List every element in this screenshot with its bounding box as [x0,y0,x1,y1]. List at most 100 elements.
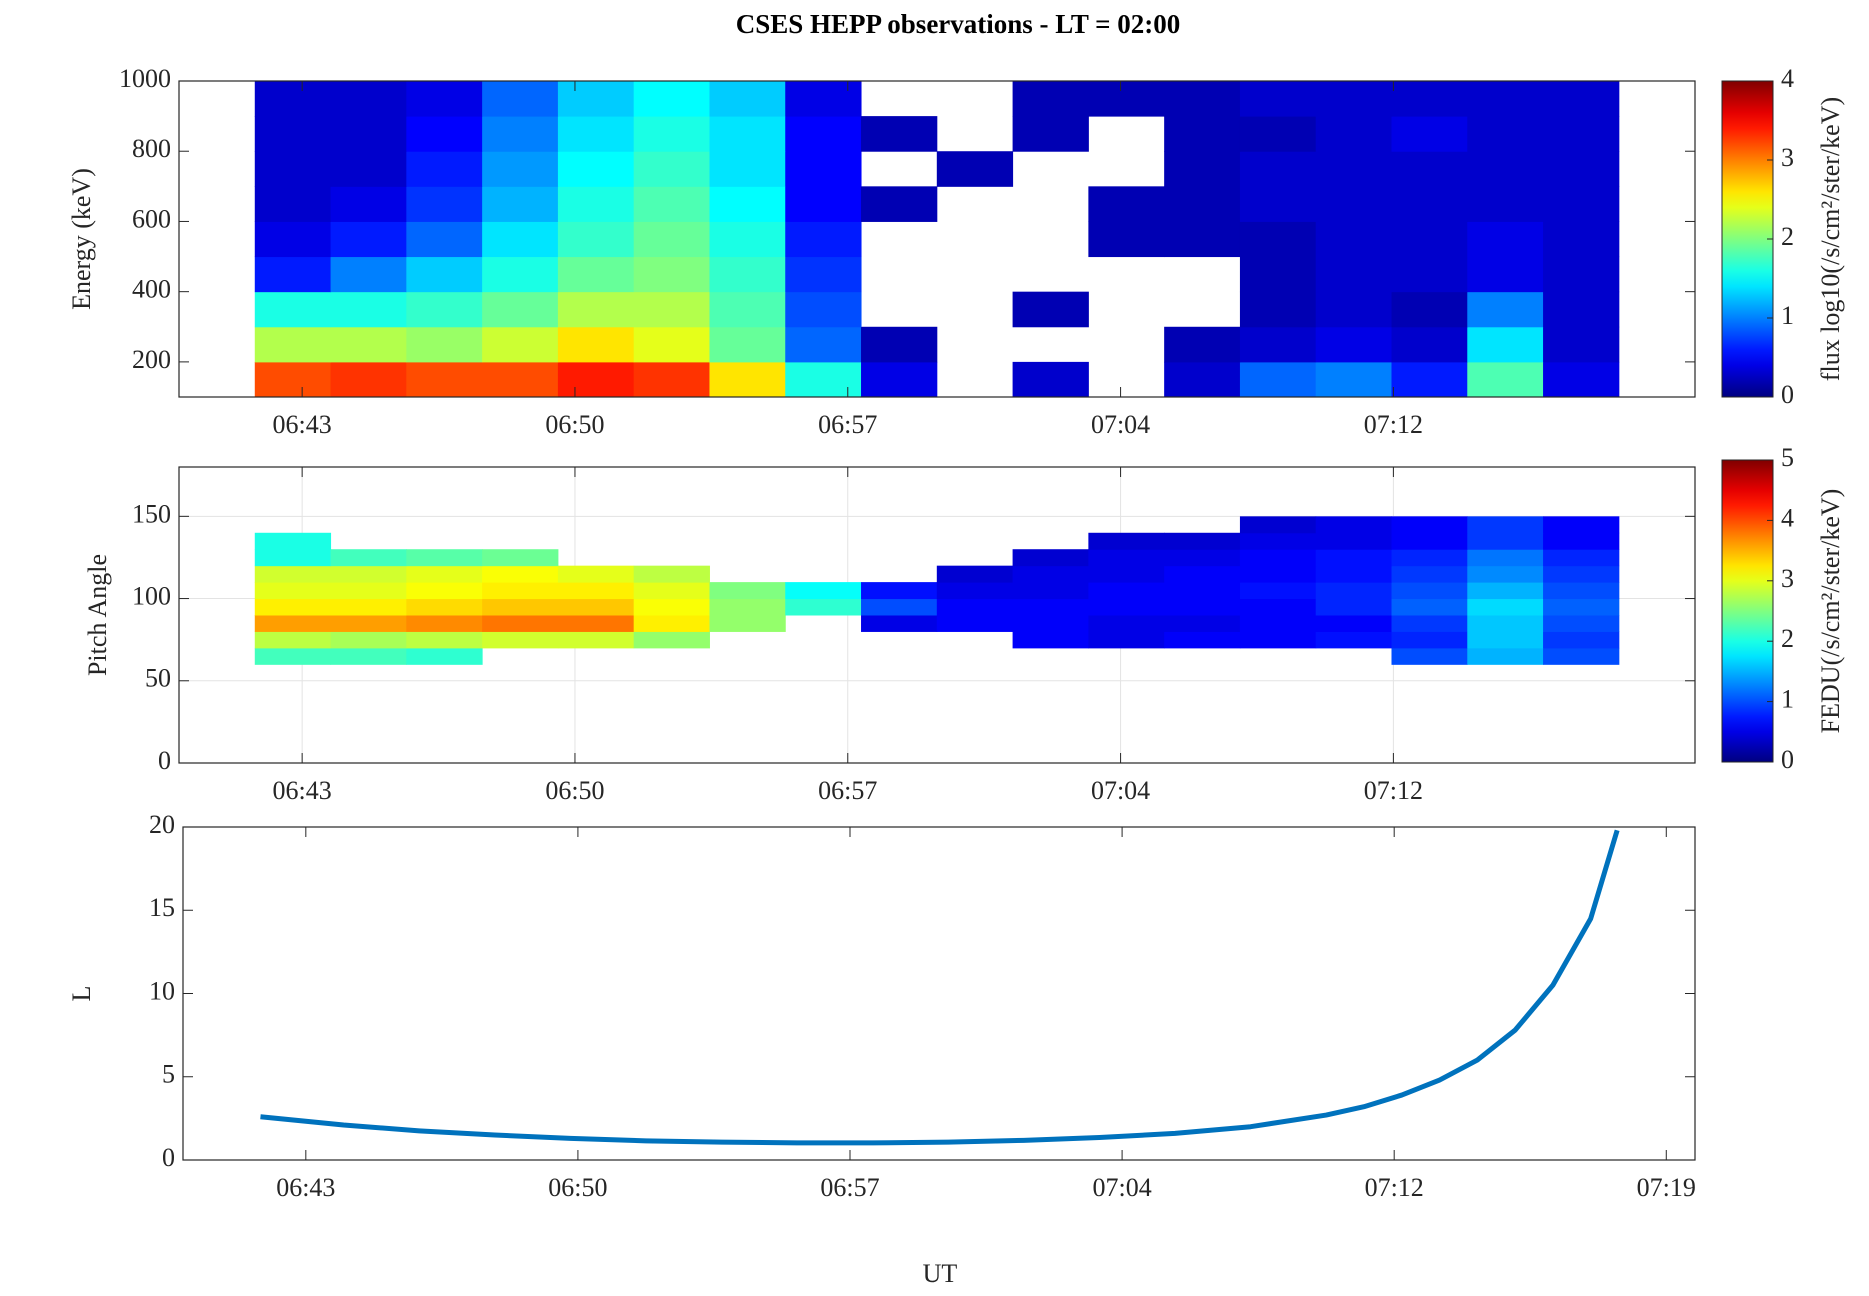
x-tick-label: 06:50 [548,1173,607,1202]
heatmap-cell [330,291,407,328]
heatmap-cell [1164,221,1241,258]
heatmap-cell [406,221,483,258]
heatmap-cell [936,598,1014,616]
colorbar-tick-label: 3 [1781,143,1794,172]
heatmap-cell [406,582,483,600]
heatmap-cell [1012,631,1089,649]
x-tick-label: 07:04 [1092,1173,1151,1202]
heatmap-cell [557,151,635,187]
heatmap-cell [330,256,407,293]
heatmap-cell [330,549,407,567]
heatmap-cell [1164,598,1241,616]
heatmap-cell [330,116,407,152]
heatmap-cell [1391,326,1468,363]
heatmap-cell [861,615,938,632]
heatmap-cell [861,326,938,363]
x-tick-label: 06:43 [273,410,332,439]
x-tick-label: 06:57 [818,410,877,439]
heatmap-cell [1543,151,1620,187]
heatmap-cell [709,81,786,117]
heatmap-cell [785,326,862,363]
y-axis-label: Energy (keV) [67,168,96,310]
heatmap-cell [1239,221,1317,258]
heatmap-cell [482,186,559,222]
heatmap-cell [785,151,862,187]
heatmap-cell [861,116,938,152]
heatmap-cell [633,582,710,600]
heatmap-cell [633,326,710,363]
heatmap-cell [1467,221,1544,258]
heatmap-cell [1467,186,1544,222]
heatmap-cell [1391,598,1468,616]
heatmap-cell [1239,516,1317,534]
heatmap-cell [709,186,786,222]
heatmap-cell [1543,81,1620,117]
heatmap-cell [254,151,332,187]
heatmap-cell [861,186,938,222]
y-axis-label: L [67,986,96,1002]
heatmap-cell [1315,326,1392,363]
heatmap-cell [1467,647,1544,665]
heatmap-cell [861,582,938,600]
heatmap-cell [633,81,710,117]
x-tick-label: 06:57 [818,776,877,805]
heatmap-cell [709,582,786,600]
x-tick-label: 06:57 [820,1173,879,1202]
heatmap-cell [1543,532,1620,550]
heatmap-cell [633,291,710,328]
heatmap-cell [254,582,332,600]
heatmap-cell [1239,291,1317,328]
y-tick-label: 400 [132,275,171,304]
heatmap-cell [1543,361,1620,397]
heatmap-cell [1239,116,1317,152]
y-tick-label: 200 [132,345,171,374]
heatmap-cell [254,291,332,328]
heatmap-cell [1239,326,1317,363]
heatmap-cell [482,565,559,583]
heatmap-cell [633,116,710,152]
colorbar-tick-label: 0 [1781,745,1794,774]
heatmap-cell [633,221,710,258]
heatmap-cell [406,256,483,293]
heatmap-cell [1239,186,1317,222]
heatmap-cell [482,598,559,616]
heatmap-cell [1164,186,1241,222]
heatmap-cell [482,631,559,649]
heatmap-cell [1315,565,1392,583]
heatmap-cell [1012,582,1089,600]
heatmap-cell [557,598,635,616]
heatmap-cell [330,361,407,397]
heatmap-cell [1012,291,1089,328]
heatmap-cell [1239,615,1317,632]
heatmap-cell [785,256,862,293]
heatmap-cell [1088,615,1165,632]
heatmap-cell [1239,631,1317,649]
heatmap-cell [254,598,332,616]
heatmap-cell [633,631,710,649]
heatmap-cell [330,326,407,363]
x-tick-label: 07:04 [1091,776,1150,805]
heatmap-cell [1315,598,1392,616]
axes-box [182,826,1696,1161]
heatmap-cell [1315,221,1392,258]
heatmap-cell [1239,532,1317,550]
heatmap-cell [482,291,559,328]
heatmap-cell [557,116,635,152]
axes-box [178,80,1696,398]
heatmap-cell [1088,598,1165,616]
colorbar-label: FEDU(/s/cm²/ster/keV) [1816,489,1845,734]
heatmap-cell [1315,361,1392,397]
heatmap-cell [1088,532,1165,550]
heatmap-cell [1391,565,1468,583]
heatmap-cell [330,221,407,258]
heatmap-cell [1239,151,1317,187]
heatmap-cell [1467,326,1544,363]
y-tick-label: 1000 [119,64,171,93]
heatmap-cell [1467,116,1544,152]
y-tick-label: 0 [162,1143,175,1172]
heatmap-cell [1467,516,1544,534]
heatmap-cell [1467,361,1544,397]
heatmap-cell [1315,186,1392,222]
heatmap-cell [1239,361,1317,397]
heatmap-cell [1543,647,1620,665]
